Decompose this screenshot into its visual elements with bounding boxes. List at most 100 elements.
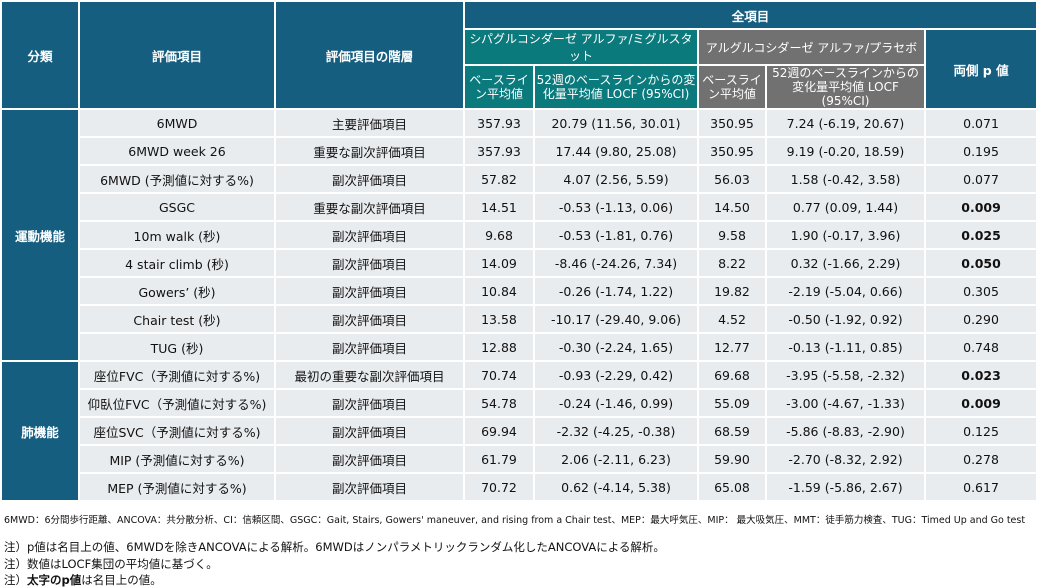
pvalue-cell: 0.023 <box>923 360 1039 390</box>
header-level: 評価項目の階層 <box>274 0 465 110</box>
baseline-2-cell: 14.50 <box>697 192 767 222</box>
baseline-2-cell: 56.03 <box>697 164 767 194</box>
baseline-1-cell: 70.74 <box>463 360 535 390</box>
level-cell: 最初の重要な副次評価項目 <box>274 360 465 390</box>
level-cell: 副次評価項目 <box>274 164 465 194</box>
item-cell: 10m walk (秒) <box>78 220 276 250</box>
table-row: 座位SVC（予測値に対する%) 副次評価項目 69.94 -2.32 (-4.25, … <box>1 416 1039 446</box>
baseline-1-cell: 14.51 <box>463 192 535 222</box>
pvalue-cell: 0.050 <box>923 248 1039 278</box>
item-cell: 6MWD (予測値に対する%) <box>78 164 276 194</box>
change-2-cell: -3.00 (-4.67, -1.33) <box>765 388 926 418</box>
note-1: 注）p値は名目上の値、6MWDを除きANCOVAによる解析。6MWDはノンパラメ… <box>4 540 665 554</box>
note-3-bold: 太字のp値 <box>27 573 82 587</box>
change-1-cell: -8.46 (-24.26, 7.34) <box>533 248 699 278</box>
change-1-cell: -0.26 (-1.74, 1.22) <box>533 276 699 306</box>
table-row: 6MWD week 26 重要な副次評価項目 357.93 17.44 (9.80, … <box>1 136 1039 166</box>
pvalue-cell: 0.195 <box>923 136 1039 166</box>
change-1-cell: 20.79 (11.56, 30.01) <box>533 108 699 138</box>
pvalue-cell: 0.071 <box>923 108 1039 138</box>
baseline-1-cell: 57.82 <box>463 164 535 194</box>
level-cell: 副次評価項目 <box>274 220 465 250</box>
note-2: 注）数値はLOCF集団の平均値に基づく。 <box>4 557 218 571</box>
change-2-cell: 9.19 (-0.20, 18.59) <box>765 136 926 166</box>
change-1-cell: 2.06 (-2.11, 6.23) <box>533 444 699 474</box>
change-2-cell: -3.95 (-5.58, -2.32) <box>765 360 926 390</box>
baseline-1-cell: 9.68 <box>463 220 535 250</box>
table-row: Gowers’ (秒) 副次評価項目 10.84 -0.26 (-1.74, 1.22… <box>1 276 1039 306</box>
item-cell: 仰臥位FVC（予測値に対する%) <box>78 388 276 418</box>
level-cell: 重要な副次評価項目 <box>274 192 465 222</box>
baseline-2-cell: 69.68 <box>697 360 767 390</box>
baseline-2-cell: 4.52 <box>697 304 767 334</box>
baseline-1-cell: 12.88 <box>463 332 535 362</box>
change-1-cell: -0.24 (-1.46, 0.99) <box>533 388 699 418</box>
change-2-cell: -2.19 (-5.04, 0.66) <box>765 276 926 306</box>
header-item: 評価項目 <box>78 0 276 110</box>
level-cell: 主要評価項目 <box>274 108 465 138</box>
level-cell: 副次評価項目 <box>274 472 465 502</box>
category-cell: 肺機能 <box>0 360 80 502</box>
baseline-1-cell: 61.79 <box>463 444 535 474</box>
table-row: Chair test (秒) 副次評価項目 13.58 -10.17 (-29.40,… <box>1 304 1039 334</box>
change-1-cell: -2.32 (-4.25, -0.38) <box>533 416 699 446</box>
results-table: 分類 評価項目 評価項目の階層 全項目 シパグルコシダーゼ アルファ/ミグルスタ… <box>0 0 1039 502</box>
baseline-1-cell: 54.78 <box>463 388 535 418</box>
baseline-1-cell: 10.84 <box>463 276 535 306</box>
baseline-2-cell: 59.90 <box>697 444 767 474</box>
baseline-1-cell: 357.93 <box>463 136 535 166</box>
level-cell: 副次評価項目 <box>274 332 465 362</box>
baseline-2-cell: 65.08 <box>697 472 767 502</box>
item-cell: Chair test (秒) <box>78 304 276 334</box>
change-1-cell: 17.44 (9.80, 25.08) <box>533 136 699 166</box>
baseline-1-cell: 69.94 <box>463 416 535 446</box>
table-row: 6MWD (予測値に対する%) 副次評価項目 57.82 4.07 (2.56, 5.… <box>1 164 1039 194</box>
change-1-cell: -0.30 (-2.24, 1.65) <box>533 332 699 362</box>
level-cell: 副次評価項目 <box>274 444 465 474</box>
change-2-cell: 0.77 (0.09, 1.44) <box>765 192 926 222</box>
item-cell: MIP (予測値に対する%) <box>78 444 276 474</box>
level-cell: 副次評価項目 <box>274 276 465 306</box>
note-3: 注）太字のp値は名目上の値。 <box>4 572 162 588</box>
change-2-cell: 7.24 (-6.19, 20.67) <box>765 108 926 138</box>
table-row: TUG (秒) 副次評価項目 12.88 -0.30 (-2.24, 1.65) 12.… <box>1 332 1039 362</box>
baseline-1-cell: 14.09 <box>463 248 535 278</box>
table-row: 10m walk (秒) 副次評価項目 9.68 -0.53 (-1.81, 0.76… <box>1 220 1039 250</box>
change-2-cell: -1.59 (-5.86, 2.67) <box>765 472 926 502</box>
baseline-1-cell: 13.58 <box>463 304 535 334</box>
item-cell: 座位FVC（予測値に対する%) <box>78 360 276 390</box>
level-cell: 副次評価項目 <box>274 248 465 278</box>
change-1-cell: -0.53 (-1.81, 0.76) <box>533 220 699 250</box>
item-cell: GSGC <box>78 192 276 222</box>
change-2-cell: -2.70 (-8.32, 2.92) <box>765 444 926 474</box>
table-row: 4 stair climb (秒) 副次評価項目 14.09 -8.46 (-24.2… <box>1 248 1039 278</box>
change-1-cell: -10.17 (-29.40, 9.06) <box>533 304 699 334</box>
table-row: 肺機能 座位FVC（予測値に対する%) 最初の重要な副次評価項目 70.74 -0.93… <box>0 360 1039 502</box>
pvalue-cell: 0.278 <box>923 444 1039 474</box>
abbreviation-footnote: 6MWD：6分間歩行距離、ANCOVA：共分散分析、CI：信頼区間、GSGC：G… <box>4 515 1026 526</box>
baseline-1-cell: 357.93 <box>463 108 535 138</box>
change-1-cell: 0.62 (-4.14, 5.38) <box>533 472 699 502</box>
pvalue-cell: 0.025 <box>923 220 1039 250</box>
table-row: MIP (予測値に対する%) 副次評価項目 61.79 2.06 (-2.11, 6.… <box>1 444 1039 474</box>
change-2-cell: 1.90 (-0.17, 3.96) <box>765 220 926 250</box>
baseline-2-cell: 8.22 <box>697 248 767 278</box>
note-3-prefix: 注） <box>4 573 27 587</box>
note-3-suffix: は名目上の値。 <box>81 573 162 587</box>
change-1-cell: -0.93 (-2.29, 0.42) <box>533 360 699 390</box>
header-baseline-1: ベースライン平均値 <box>463 64 535 110</box>
table-row: GSGC 重要な副次評価項目 14.51 -0.53 (-1.13, 0.06) 14.… <box>1 192 1039 222</box>
pvalue-cell: 0.077 <box>923 164 1039 194</box>
baseline-2-cell: 350.95 <box>697 136 767 166</box>
pvalue-cell: 0.748 <box>923 332 1039 362</box>
change-1-cell: -0.53 (-1.13, 0.06) <box>533 192 699 222</box>
pvalue-cell: 0.009 <box>923 192 1039 222</box>
header-change-2: 52週のベースラインからの変化量平均値 LOCF (95%CI) <box>765 64 926 110</box>
baseline-2-cell: 19.82 <box>697 276 767 306</box>
item-cell: 4 stair climb (秒) <box>78 248 276 278</box>
level-cell: 重要な副次評価項目 <box>274 136 465 166</box>
change-2-cell: 1.58 (-0.42, 3.58) <box>765 164 926 194</box>
header-category: 分類 <box>0 0 80 110</box>
item-cell: Gowers’ (秒) <box>78 276 276 306</box>
header-change-1: 52週のベースラインからの変化量平均値 LOCF (95%CI) <box>533 64 699 110</box>
